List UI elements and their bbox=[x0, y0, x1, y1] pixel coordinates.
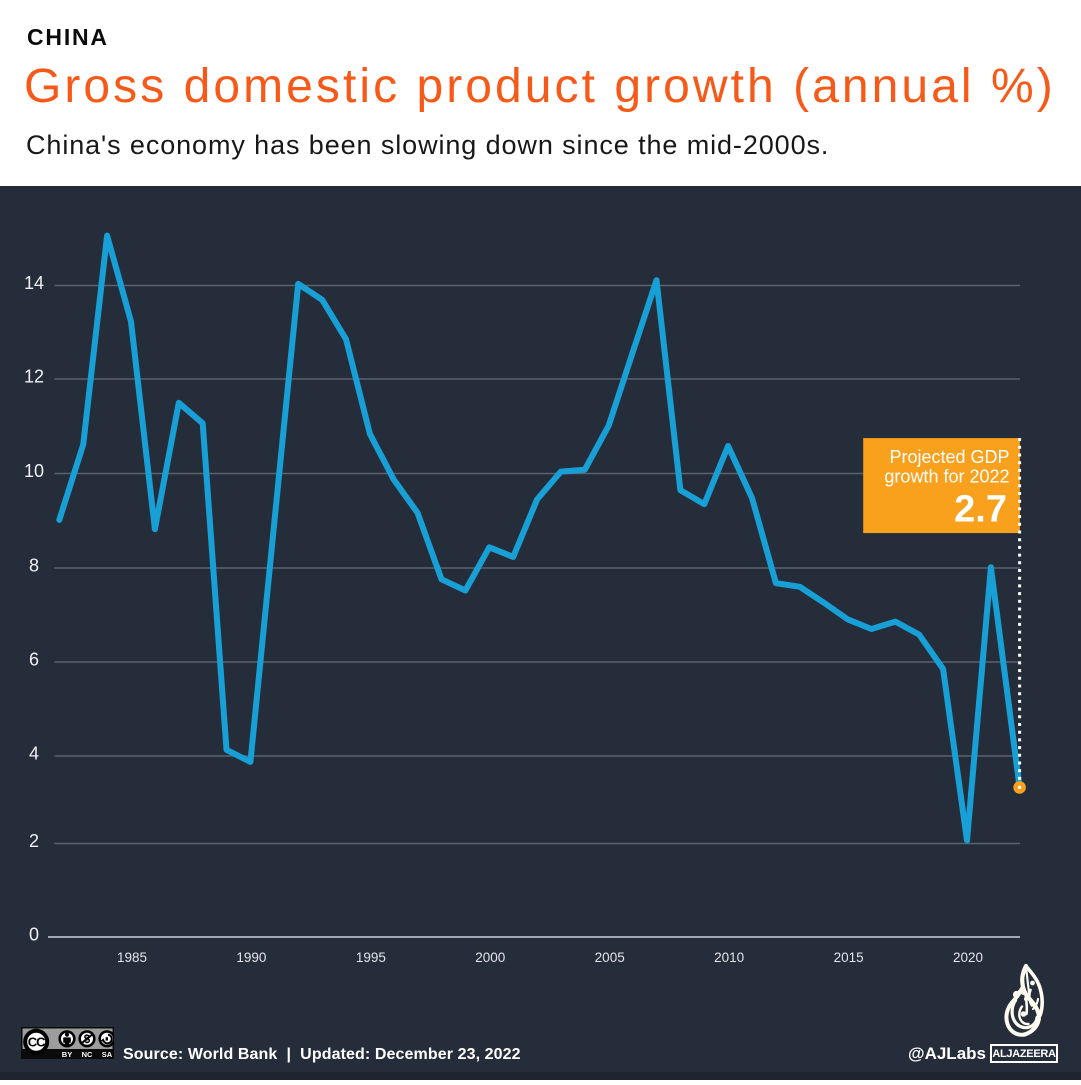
svg-text:BY: BY bbox=[62, 1050, 72, 1059]
svg-text:10: 10 bbox=[24, 461, 44, 481]
svg-text:2020: 2020 bbox=[953, 950, 983, 965]
svg-text:12: 12 bbox=[24, 366, 44, 386]
svg-text:6: 6 bbox=[29, 649, 39, 669]
svg-text:CC: CC bbox=[28, 1035, 46, 1050]
svg-text:1990: 1990 bbox=[236, 950, 266, 965]
svg-text:Projected GDP: Projected GDP bbox=[889, 447, 1009, 467]
svg-text:1995: 1995 bbox=[356, 950, 386, 965]
svg-text:8: 8 bbox=[29, 555, 39, 575]
svg-text:2.7: 2.7 bbox=[954, 489, 1007, 531]
svg-text:NC: NC bbox=[82, 1050, 93, 1059]
svg-text:1985: 1985 bbox=[117, 950, 147, 965]
svg-text:2015: 2015 bbox=[834, 950, 864, 965]
svg-text:4: 4 bbox=[29, 743, 39, 763]
svg-text:2010: 2010 bbox=[714, 950, 744, 965]
svg-text:2000: 2000 bbox=[475, 950, 505, 965]
svg-text:growth for 2022: growth for 2022 bbox=[884, 467, 1009, 487]
svg-text:14: 14 bbox=[24, 273, 44, 293]
svg-text:2: 2 bbox=[29, 831, 39, 851]
svg-text:SA: SA bbox=[102, 1050, 113, 1059]
svg-text:0: 0 bbox=[29, 924, 39, 944]
svg-text:2005: 2005 bbox=[595, 950, 625, 965]
svg-text:$: $ bbox=[84, 1034, 91, 1046]
